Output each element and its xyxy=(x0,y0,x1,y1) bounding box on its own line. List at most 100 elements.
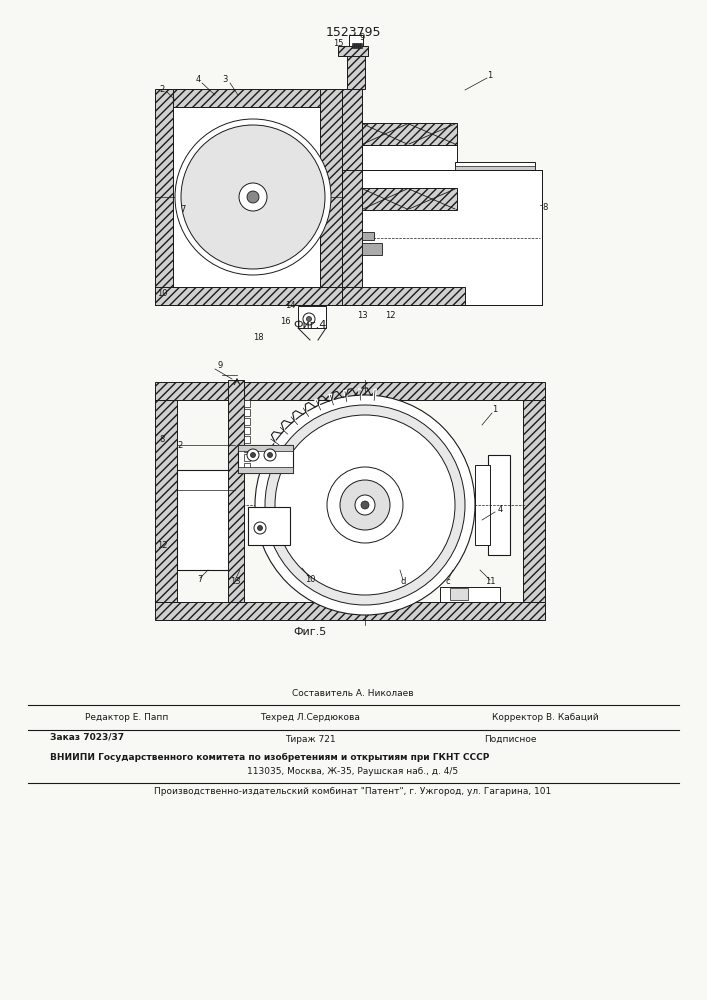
Bar xyxy=(349,35,363,60)
Bar xyxy=(358,43,360,48)
Text: Тираж 721: Тираж 721 xyxy=(285,734,335,744)
Text: 2: 2 xyxy=(159,86,165,95)
Text: Фиг.4: Фиг.4 xyxy=(293,320,327,330)
Bar xyxy=(440,587,500,602)
Bar xyxy=(298,306,326,328)
Circle shape xyxy=(239,183,267,211)
Bar xyxy=(155,382,545,400)
Bar xyxy=(165,89,335,107)
Bar xyxy=(155,287,465,305)
Text: 12: 12 xyxy=(157,540,168,550)
Text: 13: 13 xyxy=(357,310,368,320)
Text: 7: 7 xyxy=(197,576,203,584)
Bar xyxy=(165,480,179,560)
Bar xyxy=(244,418,250,425)
Text: 9: 9 xyxy=(359,33,365,42)
Bar xyxy=(244,445,250,452)
Bar xyxy=(352,43,354,48)
Bar xyxy=(362,145,457,188)
Text: 11: 11 xyxy=(485,578,495,586)
Text: 14: 14 xyxy=(285,300,296,310)
Bar xyxy=(244,400,250,407)
Text: Техред Л.Сердюкова: Техред Л.Сердюкова xyxy=(260,712,360,722)
Text: Составитель А. Николаев: Составитель А. Николаев xyxy=(292,688,414,698)
Text: 16: 16 xyxy=(280,318,291,326)
Text: 9: 9 xyxy=(217,360,223,369)
Bar xyxy=(155,400,177,602)
Bar xyxy=(488,455,510,555)
Text: d: d xyxy=(400,578,406,586)
Text: 113035, Москва, Ж-35, Раушская наб., д. 4/5: 113035, Москва, Ж-35, Раушская наб., д. … xyxy=(247,767,459,776)
Bar xyxy=(238,467,293,473)
Bar xyxy=(356,43,358,48)
Text: 10: 10 xyxy=(305,576,315,584)
Circle shape xyxy=(355,495,375,515)
Text: 3: 3 xyxy=(222,76,228,85)
Circle shape xyxy=(250,452,255,458)
Bar xyxy=(362,123,457,145)
Text: 18: 18 xyxy=(252,334,263,342)
Circle shape xyxy=(181,125,325,269)
Circle shape xyxy=(264,449,276,461)
Text: Редактор Е. Папп: Редактор Е. Папп xyxy=(85,712,168,722)
Bar xyxy=(165,545,179,555)
Circle shape xyxy=(275,415,455,595)
Bar xyxy=(155,602,545,620)
Text: Заказ 7023/37: Заказ 7023/37 xyxy=(50,733,124,742)
Circle shape xyxy=(257,526,262,530)
Bar xyxy=(244,436,250,443)
Bar xyxy=(455,166,535,171)
Text: 12: 12 xyxy=(385,310,395,320)
Bar xyxy=(320,89,342,305)
Text: 1: 1 xyxy=(492,406,498,414)
Text: 8: 8 xyxy=(159,436,165,444)
Text: 10: 10 xyxy=(157,290,168,298)
Text: ВНИИПИ Государственного комитета по изобретениям и открытиям при ГКНТ СССР: ВНИИПИ Государственного комитета по изоб… xyxy=(50,753,489,762)
Bar xyxy=(165,287,335,305)
Bar xyxy=(347,54,365,89)
Bar xyxy=(244,463,250,470)
Text: Подписное: Подписное xyxy=(484,734,536,744)
Bar xyxy=(244,427,250,434)
Bar xyxy=(244,454,250,461)
Bar xyxy=(248,507,290,545)
Circle shape xyxy=(307,316,312,322)
Bar xyxy=(362,232,374,240)
Text: Производственно-издательский комбинат "Патент", г. Ужгород, ул. Гагарина, 101: Производственно-издательский комбинат "П… xyxy=(154,787,551,796)
Text: 4: 4 xyxy=(195,76,201,85)
Bar xyxy=(228,380,244,602)
Text: c: c xyxy=(445,578,450,586)
Bar xyxy=(338,46,368,56)
Text: 13: 13 xyxy=(230,578,240,586)
Circle shape xyxy=(303,313,315,325)
Bar xyxy=(165,500,179,510)
Bar xyxy=(360,43,362,48)
Bar xyxy=(523,400,545,602)
Circle shape xyxy=(267,452,272,458)
Bar xyxy=(354,43,356,48)
Bar xyxy=(475,465,490,545)
Text: 1523795: 1523795 xyxy=(325,25,381,38)
Circle shape xyxy=(247,191,259,203)
Bar xyxy=(455,162,535,175)
Bar xyxy=(342,89,362,305)
Bar xyxy=(155,89,173,305)
Text: 2: 2 xyxy=(177,440,182,450)
Circle shape xyxy=(265,405,465,605)
Bar xyxy=(362,188,457,210)
Bar xyxy=(342,170,542,305)
Text: 8: 8 xyxy=(542,204,548,213)
Bar xyxy=(362,243,382,255)
Bar xyxy=(450,588,468,600)
Circle shape xyxy=(361,501,369,509)
Circle shape xyxy=(254,522,266,534)
Circle shape xyxy=(255,395,475,615)
Circle shape xyxy=(175,119,331,275)
Bar xyxy=(244,409,250,416)
Bar xyxy=(177,470,232,570)
Bar xyxy=(238,445,293,473)
Bar xyxy=(173,107,320,287)
Bar xyxy=(238,445,293,451)
Text: 1: 1 xyxy=(487,70,493,80)
Circle shape xyxy=(247,449,259,461)
